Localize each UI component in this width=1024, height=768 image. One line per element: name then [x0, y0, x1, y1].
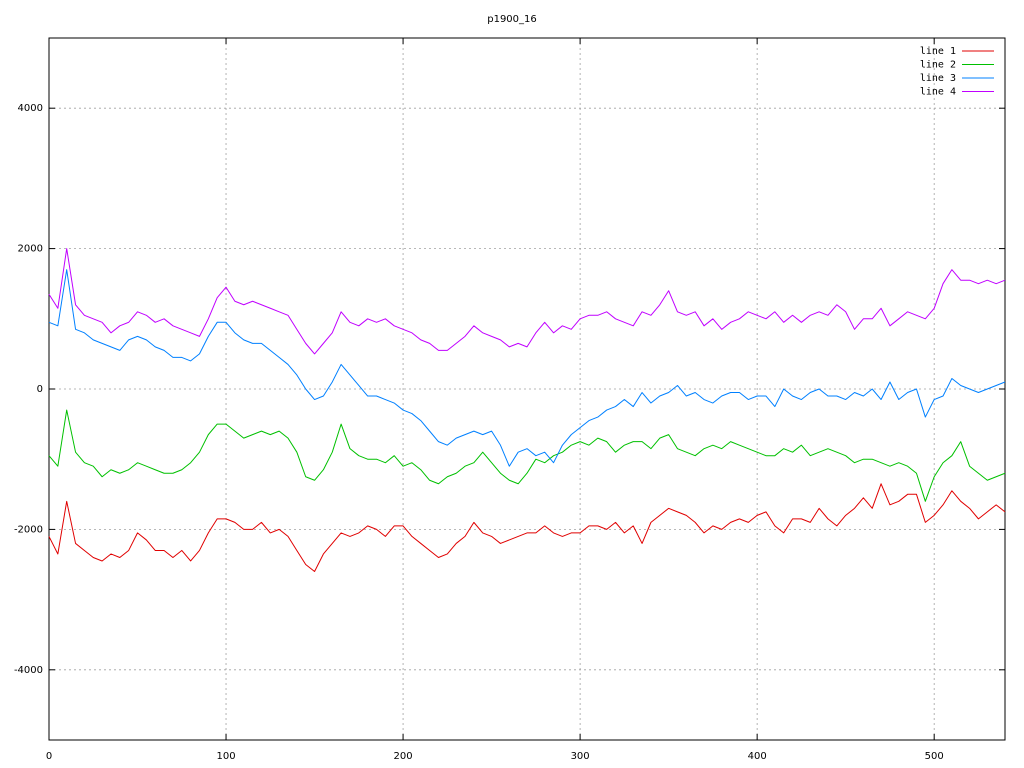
x-tick-label: 200 — [394, 751, 413, 762]
data-line — [48, 483, 1006, 573]
y-tick-label: 4000 — [18, 103, 43, 114]
legend-label: line 3 — [920, 73, 956, 84]
plot-frame — [48, 37, 1006, 741]
y-tick-label: 0 — [37, 384, 43, 395]
legend-label: line 4 — [920, 87, 956, 98]
x-tick-label: 300 — [571, 751, 590, 762]
data-line — [48, 269, 1006, 467]
x-tick-label: 0 — [46, 751, 52, 762]
legend-label: line 2 — [920, 60, 956, 71]
y-tick-label: -2000 — [14, 524, 43, 535]
x-tick-label: 500 — [925, 751, 944, 762]
x-tick-label: 400 — [748, 751, 767, 762]
data-line — [48, 248, 1006, 355]
x-tick-label: 100 — [216, 751, 235, 762]
y-tick-label: 2000 — [18, 244, 43, 255]
chart-title: p1900_16 — [487, 14, 537, 25]
legend-label: line 1 — [920, 46, 956, 57]
y-tick-label: -4000 — [14, 665, 43, 676]
data-line — [48, 409, 1006, 502]
